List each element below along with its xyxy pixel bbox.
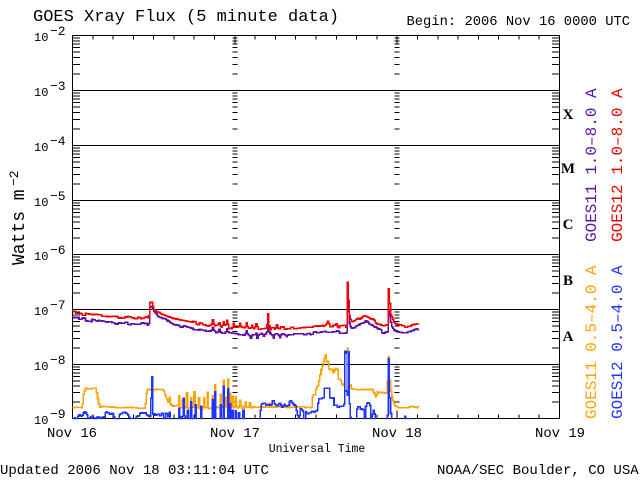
svg-text:−7: −7 <box>50 298 66 313</box>
svg-text:10: 10 <box>34 360 48 374</box>
svg-text:X: X <box>563 107 574 123</box>
svg-text:Universal Time: Universal Time <box>269 443 366 456</box>
svg-text:GOES11 0.5–4.0 A: GOES11 0.5–4.0 A <box>583 265 601 419</box>
svg-text:10: 10 <box>34 305 48 319</box>
svg-text:GOES11 1.0–8.0 A: GOES11 1.0–8.0 A <box>583 88 601 242</box>
svg-text:10: 10 <box>34 31 48 45</box>
svg-text:−2: −2 <box>7 170 22 186</box>
svg-text:GOES12 0.5–4.0 A: GOES12 0.5–4.0 A <box>609 265 627 419</box>
svg-text:−5: −5 <box>50 189 66 204</box>
svg-text:M: M <box>561 161 575 177</box>
svg-text:B: B <box>563 273 573 289</box>
svg-text:A: A <box>563 329 574 345</box>
svg-text:GOES12 1.0–8.0 A: GOES12 1.0–8.0 A <box>609 88 627 242</box>
svg-text:GOES Xray Flux (5 minute data): GOES Xray Flux (5 minute data) <box>33 8 339 27</box>
svg-text:Updated 2006 Nov 18 03:11:04 U: Updated 2006 Nov 18 03:11:04 UTC <box>0 463 269 479</box>
svg-text:−6: −6 <box>50 243 66 258</box>
svg-text:NOAA/SEC Boulder, CO USA: NOAA/SEC Boulder, CO USA <box>437 463 639 479</box>
svg-text:Nov 19: Nov 19 <box>535 426 585 442</box>
svg-text:10: 10 <box>34 250 48 264</box>
svg-text:C: C <box>563 217 574 233</box>
svg-text:Begin: 2006 Nov 16 0000 UTC: Begin: 2006 Nov 16 0000 UTC <box>407 14 631 30</box>
svg-text:Nov 16: Nov 16 <box>47 426 97 442</box>
svg-text:−8: −8 <box>50 353 66 368</box>
svg-text:10: 10 <box>34 414 48 428</box>
svg-text:Nov 17: Nov 17 <box>210 426 260 442</box>
svg-text:−2: −2 <box>50 24 66 39</box>
svg-text:10: 10 <box>34 141 48 155</box>
svg-text:−3: −3 <box>50 79 66 94</box>
svg-text:Nov 18: Nov 18 <box>372 426 422 442</box>
svg-text:Watts m: Watts m <box>10 189 30 265</box>
svg-text:−9: −9 <box>50 407 66 422</box>
svg-text:10: 10 <box>34 196 48 210</box>
svg-text:10: 10 <box>34 86 48 100</box>
svg-text:−4: −4 <box>50 134 66 149</box>
